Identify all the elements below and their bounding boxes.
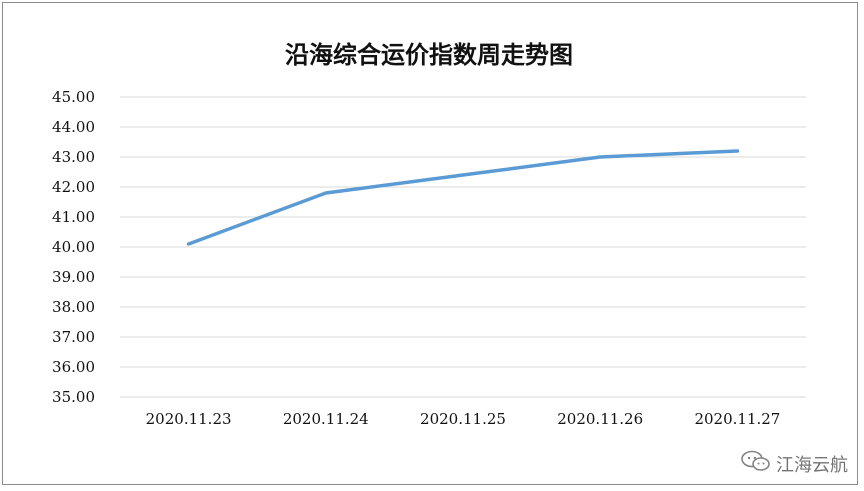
- watermark-text: 江海云航: [776, 454, 848, 476]
- y-tick-label: 36.00: [52, 358, 95, 376]
- y-tick-label: 37.00: [52, 328, 95, 346]
- y-tick-label: 41.00: [52, 208, 95, 226]
- data-point: [187, 242, 191, 246]
- data-point: [324, 191, 328, 195]
- x-tick-label: 2020.11.23: [146, 410, 232, 428]
- data-point: [598, 155, 602, 159]
- y-tick-label: 38.00: [52, 298, 95, 316]
- chart-frame: [2, 2, 858, 485]
- x-tick-label: 2020.11.24: [283, 410, 369, 428]
- chart-title: 沿海综合运价指数周走势图: [285, 40, 573, 69]
- data-point: [735, 149, 739, 153]
- y-tick-label: 40.00: [52, 238, 95, 256]
- y-tick-label: 43.00: [52, 148, 95, 166]
- wechat-icon: [740, 450, 772, 477]
- x-tick-label: 2020.11.27: [694, 410, 780, 428]
- y-tick-label: 35.00: [52, 388, 95, 406]
- y-tick-label: 39.00: [52, 268, 95, 286]
- watermark: 江海云航: [740, 450, 848, 477]
- data-point: [461, 173, 465, 177]
- y-tick-label: 44.00: [52, 118, 95, 136]
- series-layer: [186, 149, 740, 246]
- y-axis-ticks: 35.00 36.00 37.00 38.00 39.00 40.00 41.00 42.00…: [52, 88, 95, 406]
- x-tick-label: 2020.11.26: [557, 410, 643, 428]
- x-tick-label: 2020.11.25: [420, 410, 506, 428]
- y-tick-label: 42.00: [52, 178, 95, 196]
- grid-lines: [120, 96, 806, 398]
- series-line: [186, 149, 740, 246]
- x-axis-ticks: 2020.11.23 2020.11.24 2020.11.25 2020.11.26…: [146, 410, 781, 428]
- y-tick-label: 45.00: [52, 88, 95, 106]
